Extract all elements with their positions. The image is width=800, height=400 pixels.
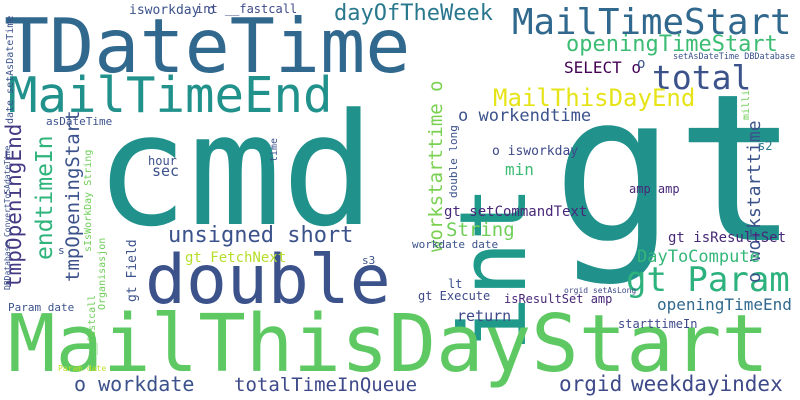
word: totalTimeInQueue bbox=[234, 374, 418, 396]
word: double long bbox=[447, 125, 460, 198]
word: hour bbox=[148, 154, 177, 168]
word: cmd bbox=[95, 80, 375, 261]
word: int __fastcall bbox=[196, 2, 298, 16]
word: gt setCommandText bbox=[444, 204, 588, 220]
word: TDateTime bbox=[4, 2, 411, 90]
word: unsigned short bbox=[168, 223, 354, 248]
word: DBDatabase ConvertToSAdateTime bbox=[3, 145, 12, 291]
word: asDateTime bbox=[46, 115, 113, 128]
word: endtimeIn bbox=[32, 135, 58, 260]
word: return bbox=[457, 307, 512, 325]
word: MailThisDayEnd bbox=[493, 84, 696, 112]
word: MailTimeStart bbox=[512, 2, 792, 43]
word: gt bbox=[552, 51, 799, 289]
word: dayOfTheWeek bbox=[334, 1, 493, 26]
word: String bbox=[446, 219, 515, 241]
word: o isworkday bbox=[492, 144, 579, 159]
word: o workdate bbox=[74, 372, 195, 396]
word: isworkday o bbox=[129, 3, 216, 18]
word: Organisasjon bbox=[97, 237, 108, 310]
word: min bbox=[505, 160, 534, 179]
word: Param date bbox=[8, 301, 75, 314]
word: amp amp bbox=[629, 182, 680, 196]
word: s bbox=[58, 244, 65, 257]
word: openingTimeStart bbox=[566, 32, 778, 57]
word: sec bbox=[152, 162, 180, 180]
word: DayToCompute bbox=[637, 247, 760, 267]
word: weekdayindex bbox=[631, 372, 783, 396]
word: gt FetchNext bbox=[185, 250, 287, 266]
word: MailThisDayStart bbox=[8, 298, 769, 390]
word: o bbox=[637, 56, 646, 72]
word: gt Field bbox=[125, 239, 140, 302]
word: double bbox=[145, 241, 391, 320]
word: s2 bbox=[758, 139, 773, 153]
word: gt Param bbox=[626, 260, 790, 300]
word: SELECT o bbox=[564, 58, 642, 77]
word: time bbox=[269, 137, 280, 162]
word: total bbox=[652, 58, 752, 97]
word: date setAsDateTime bbox=[5, 15, 16, 124]
word: __fastcall bbox=[87, 294, 98, 355]
word: sIsWorkDay String bbox=[83, 149, 94, 252]
word: lt bbox=[448, 277, 463, 291]
word: gt isResultSet bbox=[668, 230, 787, 246]
word: orgid bbox=[559, 372, 623, 396]
word: setAsDateTime DBDatabase bbox=[673, 51, 796, 61]
word: s3 bbox=[362, 254, 376, 267]
word: gt Execute bbox=[418, 289, 491, 303]
word: isResultSet amp bbox=[504, 292, 613, 306]
word: workstarttime o bbox=[425, 80, 447, 252]
word: orgid setAsLong bbox=[564, 286, 637, 295]
word: o workendtime bbox=[458, 106, 592, 126]
word: workdate date bbox=[412, 238, 499, 251]
word: milli bbox=[741, 89, 752, 120]
word: Param date bbox=[58, 364, 107, 373]
word: MailTimeEnd bbox=[8, 67, 333, 124]
word: tmpOpeningStart bbox=[62, 110, 84, 282]
word: openingTimeEnd bbox=[657, 295, 792, 314]
word: starttimeIn bbox=[618, 317, 698, 331]
